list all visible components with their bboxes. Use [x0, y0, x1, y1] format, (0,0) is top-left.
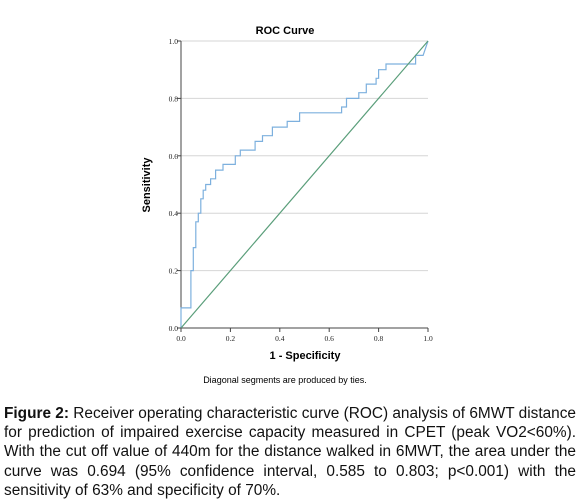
- y-tick-label: 1.0: [169, 37, 179, 46]
- x-axis-label: 1 - Specificity: [270, 350, 342, 362]
- y-tick-label: 0.4: [169, 209, 179, 218]
- axes: [180, 41, 428, 329]
- y-tick-label: 0.6: [169, 152, 179, 161]
- y-axis-label: Sensitivity: [141, 157, 153, 213]
- x-tick-label: 0.4: [275, 334, 285, 343]
- x-tick-label: 0.0: [176, 334, 186, 343]
- y-tick-label: 0.2: [169, 267, 179, 276]
- x-tick-label: 0.8: [374, 334, 384, 343]
- roc-chart: ROC Curve 0.0 0.2 0.4 0.6 0.8 1.0 0.0 0.2 0.4 0.6…: [141, 25, 433, 385]
- plot-series: [180, 40, 429, 329]
- y-tick-label: 0.8: [169, 94, 179, 103]
- x-tick-label: 0.6: [325, 334, 335, 343]
- chart-footnote: Diagonal segments are produced by ties.: [203, 375, 367, 385]
- caption-text: Receiver operating characteristic curve …: [4, 405, 576, 499]
- tick-labels: 0.0 0.2 0.4 0.6 0.8 1.0 0.0 0.2 0.4 0.6 0.8 1.0: [169, 37, 433, 343]
- y-tick-label: 0.0: [169, 324, 179, 333]
- chart-title: ROC Curve: [256, 25, 315, 37]
- figure-caption: Figure 2: Receiver operating characteris…: [4, 404, 576, 500]
- reference-diagonal-line: [180, 40, 429, 329]
- caption-label: Figure 2:: [4, 405, 69, 422]
- roc-curve-line: [180, 40, 429, 328]
- x-tick-label: 0.2: [226, 334, 236, 343]
- x-tick-label: 1.0: [423, 334, 433, 343]
